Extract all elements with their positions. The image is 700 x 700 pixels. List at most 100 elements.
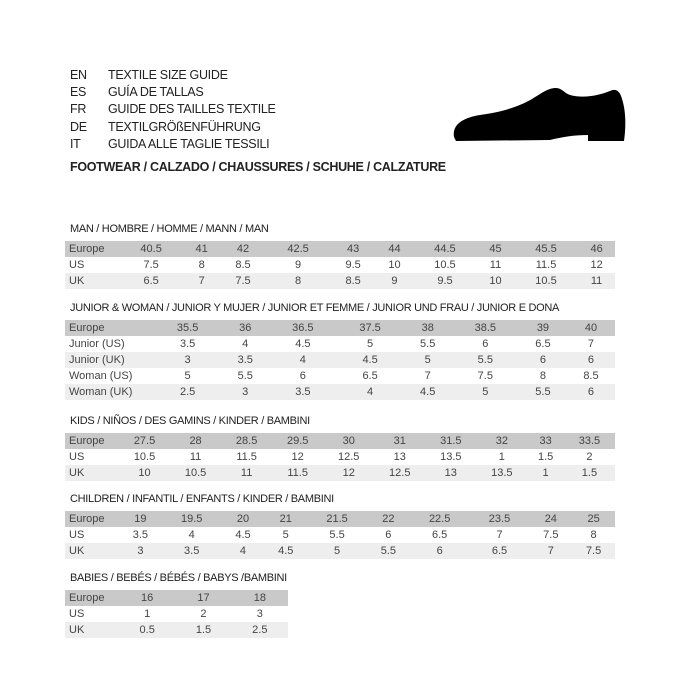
size-cell: 43 [347,243,360,255]
size-section-babies: BABIES / BEBÉS / BÉBÉS / BABYS /BAMBINI E… [65,572,288,638]
size-cell: 38 [421,322,434,334]
size-cell: 7.5 [143,259,159,271]
size-cell: 8.5 [235,259,251,271]
size-cell: 6 [587,386,595,398]
size-cell: 3.5 [132,529,149,541]
size-cell: 6 [385,529,392,541]
row-label: UK [69,467,85,479]
size-cell: 6 [436,545,443,557]
size-cell: 13 [393,451,406,463]
size-cell: 4 [242,338,249,350]
size-cell: 8 [198,259,205,271]
size-cell: 4.5 [420,386,436,398]
size-cell: 3 [242,386,249,398]
section-title: KIDS / NIÑOS / DES GAMINS / KINDER / BAM… [70,415,310,427]
size-section-children: CHILDREN / INFANTIL / ENFANTS / KINDER /… [65,493,615,559]
size-cell: 5.5 [237,370,253,382]
lang-code: IT [70,136,81,151]
lang-title: GUIDE DES TAILLES TEXTILE [108,102,276,117]
table-row: Junior (UK) 3 3.5 4 4.5 5 5.5 6 6 [65,352,615,368]
size-cell: 5.5 [380,545,396,557]
size-cell: 37.5 [359,322,381,334]
size-cell: 11.5 [535,259,557,271]
size-cell: 18 [253,592,266,604]
row-label: US [69,529,85,541]
section-title: JUNIOR & WOMAN / JUNIOR Y MUJER / JUNIOR… [70,302,560,314]
size-cell: 42 [236,243,250,255]
size-cell: 2 [586,451,593,463]
size-cell: 31.5 [440,435,462,447]
table-row: UK 6.5 7 7.5 8 8.5 9 9.5 10 10.5 11 [65,273,615,289]
size-cell: 3.5 [179,338,196,350]
size-cell: 36 [239,322,252,334]
row-label: Europe [69,435,105,447]
table-row: Europe 16 17 18 [65,590,288,606]
row-label: Europe [69,322,105,334]
size-cell: 8.5 [345,275,361,287]
size-cell: 1 [498,451,505,463]
size-cell: 6 [587,354,595,366]
row-label: Woman (UK) [69,386,133,398]
size-cell: 4.5 [235,529,251,541]
guide-title-en: EN TEXTILE SIZE GUIDE [70,67,276,84]
size-cell: 8 [295,275,302,287]
size-cell: 11 [489,259,502,271]
size-section-kids: KIDS / NIÑOS / DES GAMINS / KINDER / BAM… [65,415,615,481]
size-cell: 1.5 [195,624,212,636]
table-row: US 3.5 4 4.5 5 5.5 6 6.5 7 7.5 8 [65,527,615,543]
lang-code: EN [70,68,87,82]
size-cell: 7.5 [477,370,493,382]
size-cell: 3.5 [237,354,253,366]
row-label: Europe [69,243,105,255]
footwear-heading: FOOTWEAR / CALZADO / CHAUSSURES / SCHUHE… [70,160,446,174]
size-cell: 5.5 [420,338,436,350]
size-cell: 7 [547,545,554,557]
shoe-icon [450,85,630,152]
table-row: Woman (US) 5 5.5 6 6.5 7 7.5 8 8.5 [65,368,615,384]
size-cell: 4 [299,354,306,366]
size-cell: 19.5 [180,513,203,525]
size-cell: 2.5 [179,386,196,398]
size-cell: 7 [198,275,205,287]
size-cell: 9.5 [345,259,361,271]
size-cell: 12 [590,259,603,271]
size-cell: 5.5 [477,354,493,366]
row-label: UK [69,545,85,557]
table-row: US 7.5 8 8.5 9 9.5 10 10.5 11 11.5 12 [65,257,615,273]
size-cell: 6.5 [535,338,551,350]
size-section-man: MAN / HOMBRE / HOMME / MANN / MAN Europe 4… [65,223,615,289]
size-cell: 16 [141,592,154,604]
row-label: US [69,451,85,463]
size-cell: 21.5 [326,513,348,525]
size-cell: 6.5 [362,370,378,382]
size-cell: 41 [195,243,208,255]
size-cell: 25 [587,513,600,525]
guide-title-fr: FR GUIDE DES TAILLES TEXTILE [70,101,276,118]
size-cell: 4 [367,386,374,398]
size-cell: 36.5 [292,322,314,334]
size-cell: 27.5 [133,435,156,447]
table-row: UK 0.5 1.5 2.5 [65,622,288,638]
size-cell: 6.5 [432,529,448,541]
size-cell: 7.5 [235,275,251,287]
size-cell: 28 [189,435,202,447]
size-cell: 10.5 [133,451,156,463]
size-cell: 3.5 [295,386,311,398]
size-cell: 10.5 [434,259,456,271]
size-cell: 10 [388,259,401,271]
table-row: UK 10 10.5 11 11.5 12 12.5 13 13.5 1 1.5 [65,465,615,481]
size-cell: 1.5 [537,451,554,463]
size-cell: 0.5 [139,624,155,636]
size-cell: 9.5 [437,275,453,287]
size-cell: 2.5 [252,624,268,636]
size-cell: 31 [393,435,406,447]
size-cell: 4 [239,545,247,557]
size-cell: 11 [240,467,253,479]
size-cell: 8 [539,370,546,382]
size-cell: 12 [342,467,355,479]
size-cell: 42.5 [287,243,309,255]
size-cell: 17 [197,592,210,604]
size-cell: 28.5 [235,435,258,447]
size-cell: 1 [542,467,549,479]
lang-title: GUIDA ALLE TAGLIE TESSILI [108,136,270,151]
